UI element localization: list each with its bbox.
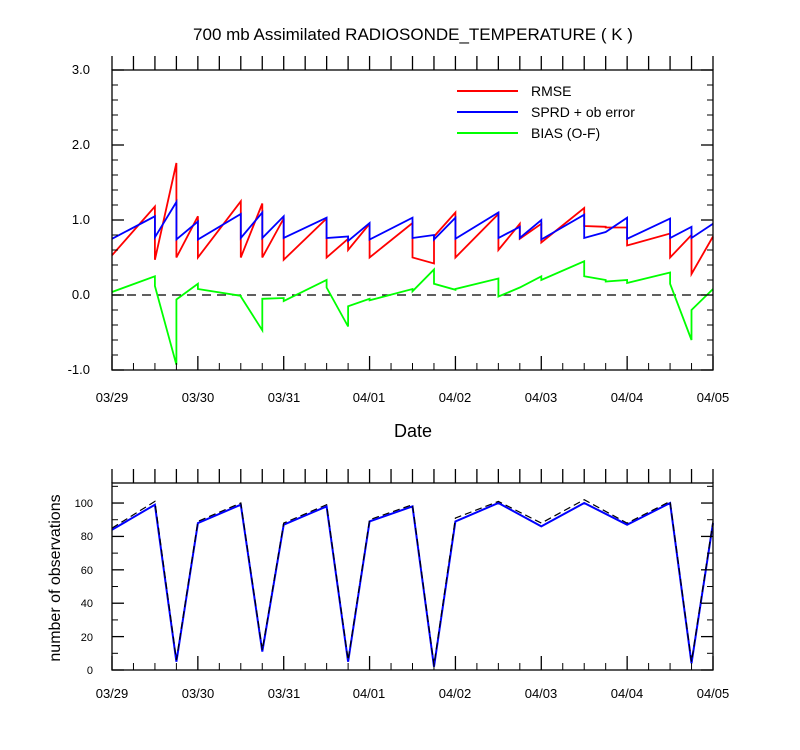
legend: RMSE SPRD + ob error BIAS (O-F) <box>457 83 635 141</box>
y-tick-label: 3.0 <box>72 62 90 77</box>
legend-label-sprd: SPRD + ob error <box>531 104 635 120</box>
sprd-ob-error-line <box>111 198 714 243</box>
y-tick-label: 20 <box>81 632 93 644</box>
y-tick-label: 0 <box>87 665 93 677</box>
x-tick-label: 04/02 <box>439 390 472 405</box>
x-tick-label: 03/31 <box>268 390 301 405</box>
top-panel-ticks <box>111 56 714 371</box>
x-tick-label: 04/04 <box>611 390 644 405</box>
y-tick-label: 60 <box>81 565 93 577</box>
bias-o-f--line <box>111 259 714 366</box>
legend-label-rmse: RMSE <box>531 83 571 99</box>
x-tick-label: 03/29 <box>96 686 129 701</box>
x-tick-label: 04/01 <box>353 390 386 405</box>
x-tick-label: 04/05 <box>697 390 730 405</box>
x-tick-label: 03/30 <box>182 390 215 405</box>
top-panel-series <box>111 162 714 366</box>
bottom-panel-series <box>111 499 714 667</box>
x-tick-label: 04/03 <box>525 390 558 405</box>
x-tick-label: 04/03 <box>525 686 558 701</box>
x-tick-label: 04/04 <box>611 686 644 701</box>
y-tick-label: 2.0 <box>72 137 90 152</box>
x-tick-labels-bottom: 03/29 03/30 03/31 04/01 04/02 04/03 04/0… <box>96 686 730 701</box>
observations-possible-line <box>111 499 714 666</box>
y-axis-label: number of observations <box>47 494 64 661</box>
x-tick-label: 04/05 <box>697 686 730 701</box>
x-tick-label: 04/01 <box>353 686 386 701</box>
x-tick-label: 04/02 <box>439 686 472 701</box>
x-tick-labels-top: 03/29 03/30 03/31 04/01 04/02 04/03 04/0… <box>96 390 730 405</box>
y-tick-label: -1.0 <box>68 362 90 377</box>
y-tick-label: 1.0 <box>72 212 90 227</box>
y-tick-label: 80 <box>81 531 93 543</box>
observations-used-line <box>111 501 714 667</box>
y-tick-label: 40 <box>81 598 93 610</box>
y-tick-label: 100 <box>75 498 93 510</box>
bottom-panel-ticks <box>111 469 714 671</box>
rmse-line <box>111 162 714 278</box>
chart-title: 700 mb Assimilated RADIOSONDE_TEMPERATUR… <box>193 25 633 44</box>
x-tick-label: 03/31 <box>268 686 301 701</box>
x-tick-label: 03/29 <box>96 390 129 405</box>
x-tick-label: 03/30 <box>182 686 215 701</box>
legend-label-bias: BIAS (O-F) <box>531 125 600 141</box>
y-tick-labels-bottom: 0 20 40 60 80 100 <box>75 498 93 677</box>
x-axis-label: Date <box>394 421 432 441</box>
y-tick-label: 0.0 <box>72 287 90 302</box>
y-tick-labels-top: -1.0 0.0 1.0 2.0 3.0 <box>68 62 90 377</box>
